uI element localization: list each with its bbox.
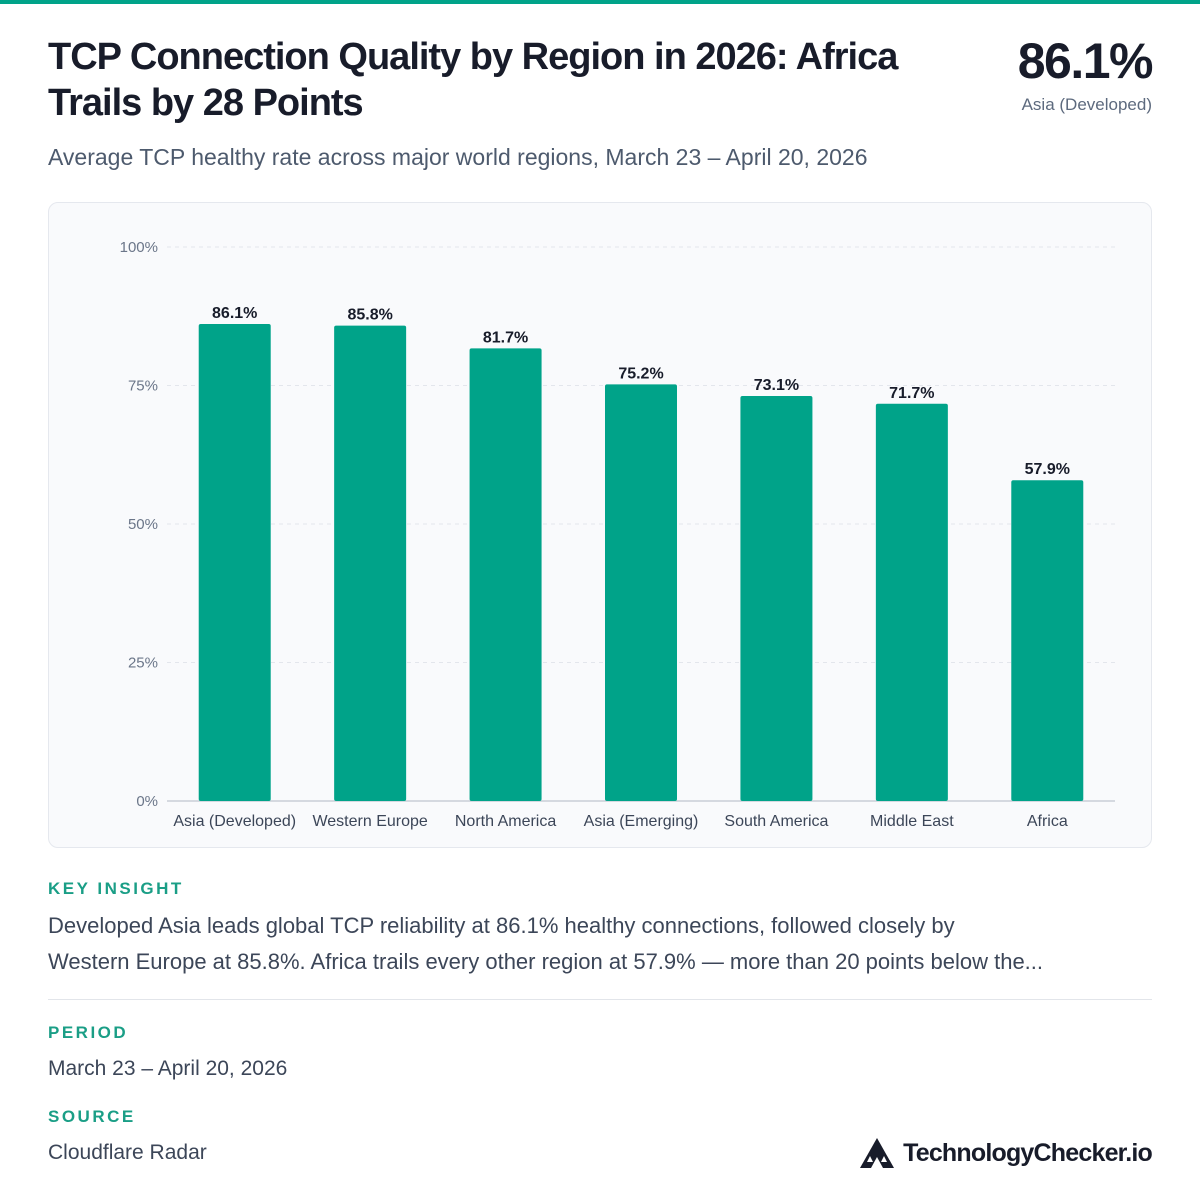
top-accent-rule [0,0,1200,4]
insight-line-2: Western Europe at 85.8%. Africa trails e… [48,949,1044,974]
insight-line-1: Developed Asia leads global TCP reliabil… [48,913,955,938]
bar-value-label: 81.7% [483,329,528,346]
x-tick-label: South America [724,813,828,830]
key-insight-text: Developed Asia leads global TCP reliabil… [48,908,1152,980]
source-label: SOURCE [48,1107,136,1126]
section-divider [48,999,1152,1000]
bar-value-label: 86.1% [212,305,257,322]
x-tick-label: Africa [1027,813,1068,830]
kpi-label: Asia (Developed) [1021,95,1152,114]
bar [605,384,677,801]
title-line-2: Trails by 28 Points [48,82,364,124]
bar-value-label: 85.8% [347,307,392,324]
period-value: March 23 – April 20, 2026 [48,1057,288,1080]
y-tick-label: 50% [128,516,158,533]
x-tick-label: Middle East [870,813,954,830]
title-line-1: TCP Connection Quality by Region in 2026… [48,36,898,78]
bar [198,324,271,801]
brand-lockup: TechnologyChecker.io [859,1136,1153,1170]
bar-value-label: 75.2% [618,365,663,382]
bar [740,396,813,801]
chart-card: 0% 25% 50% 75% 100% 86.1% 85.8% 81.7% 75.2% 73.1… [48,202,1152,848]
triangle-logo-icon [860,1138,895,1168]
bar-value-label: 73.1% [754,377,799,394]
bar-chart: 0% 25% 50% 75% 100% 86.1% 85.8% 81.7% 75.2% 73.1… [120,239,1115,830]
page-title: TCP Connection Quality by Region in 2026… [48,34,948,126]
y-tick-label: 75% [128,378,158,395]
x-tick-label: Western Europe [312,813,427,830]
chart-subtitle: Average TCP healthy rate across major wo… [48,144,868,170]
x-tick-label: Asia (Developed) [173,813,296,830]
y-tick-label: 25% [128,655,158,672]
key-insight-label: KEY INSIGHT [48,879,184,898]
bars [198,324,1084,801]
bar-value-labels: 86.1% 85.8% 81.7% 75.2% 73.1% 71.7% 57.9% [212,305,1070,478]
kpi-value: 86.1% [1017,33,1154,89]
period-label: PERIOD [48,1023,129,1042]
bar [334,325,407,801]
brand-name: TechnologyChecker.io [903,1138,1153,1167]
x-tick-label: North America [455,813,556,830]
bar [469,348,542,801]
x-axis-tick-labels: Asia (Developed) Western Europe North Amer… [173,813,1067,830]
x-tick-label: Asia (Emerging) [584,813,699,830]
y-tick-label: 0% [136,793,158,810]
bar-value-label: 57.9% [1025,461,1070,478]
y-axis-tick-labels: 0% 25% 50% 75% 100% [120,239,158,810]
bar [1011,480,1084,801]
bar-value-label: 71.7% [889,385,934,402]
bar [875,403,948,801]
source-value: Cloudflare Radar [48,1141,207,1164]
y-tick-label: 100% [120,239,158,256]
